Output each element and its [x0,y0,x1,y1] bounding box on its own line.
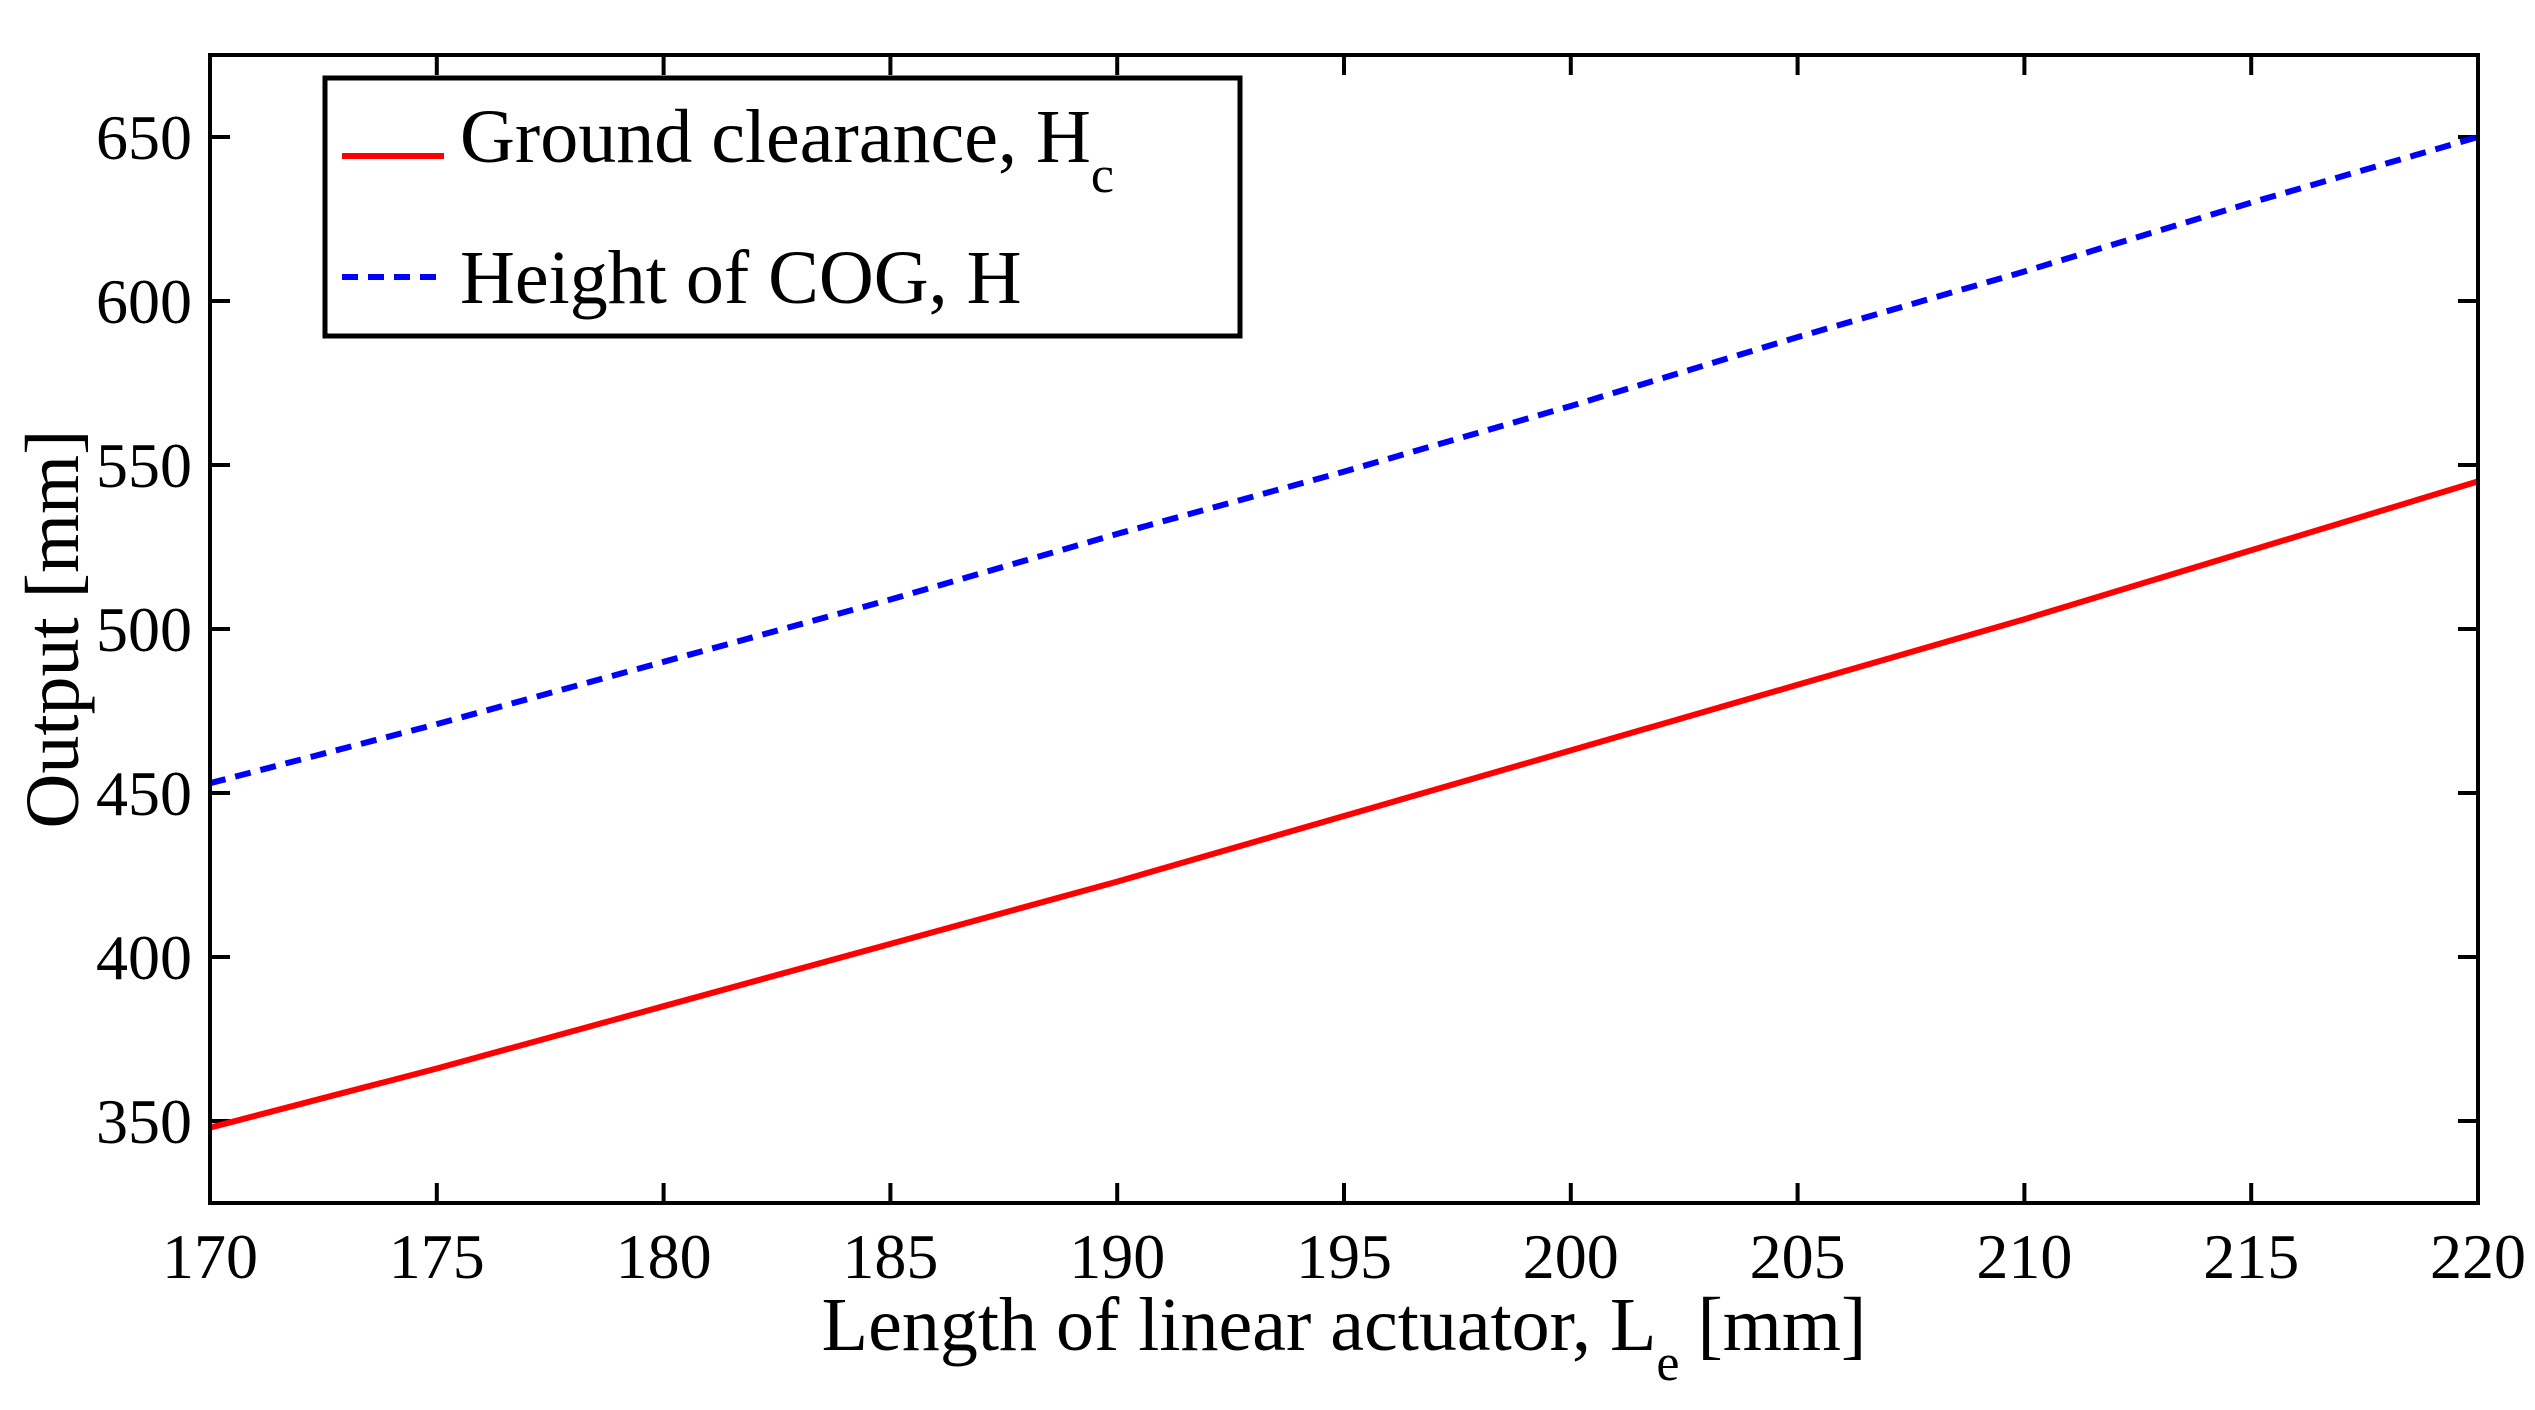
x-tick-label-205: 205 [1750,1221,1846,1292]
y-tick-label-450: 450 [96,758,192,829]
x-axis-title-subscript: e [1656,1335,1679,1392]
series-line-ground-clearance [209,478,2479,1131]
x-tick-label-210: 210 [1976,1221,2072,1292]
y-tick-label-550: 550 [96,430,192,501]
y-tick-label-600: 600 [96,266,192,337]
x-tick-label-220: 220 [2430,1221,2526,1292]
x-tick-label-200: 200 [1523,1221,1619,1292]
x-tick-label-175: 175 [389,1221,485,1292]
series-line-height-cog [209,134,2479,787]
x-tick-label-190: 190 [1069,1221,1165,1292]
y-tick-label-350: 350 [96,1086,192,1157]
y-tick-label-400: 400 [96,922,192,993]
plot-frame [208,53,2480,1205]
y-axis-title: Output [mm] [11,430,95,829]
x-tick-label-195: 195 [1296,1221,1392,1292]
legend-label-height-cog: Height of COG, H [460,236,1022,320]
series-lines [209,134,2479,1131]
y-tick-label-650: 650 [96,102,192,173]
x-tick-label-180: 180 [616,1221,712,1292]
x-axis-title-unit: [mm] [1697,1283,1866,1367]
x-tick-label-215: 215 [2203,1221,2299,1292]
x-tick-label-185: 185 [842,1221,938,1292]
legend: Ground clearance, Hc Height of COG, H [322,75,1243,339]
x-tick-label-170: 170 [162,1221,258,1292]
y-tick-label-500: 500 [96,594,192,665]
x-axis-title: Length of linear actuator, Le [mm] [822,1283,1867,1392]
legend-label-ground-clearance: Ground clearance, Hc [460,95,1114,204]
x-axis-title-main: Length of linear actuator, L [822,1283,1657,1367]
legend-label-ground-clearance-subscript: c [1091,147,1114,204]
legend-box [322,75,1243,339]
legend-label-ground-clearance-main: Ground clearance, H [460,95,1091,179]
tick-labels: 170 175 180 185 190 195 200 205 210 215 220 350 400 4… [96,102,2526,1292]
